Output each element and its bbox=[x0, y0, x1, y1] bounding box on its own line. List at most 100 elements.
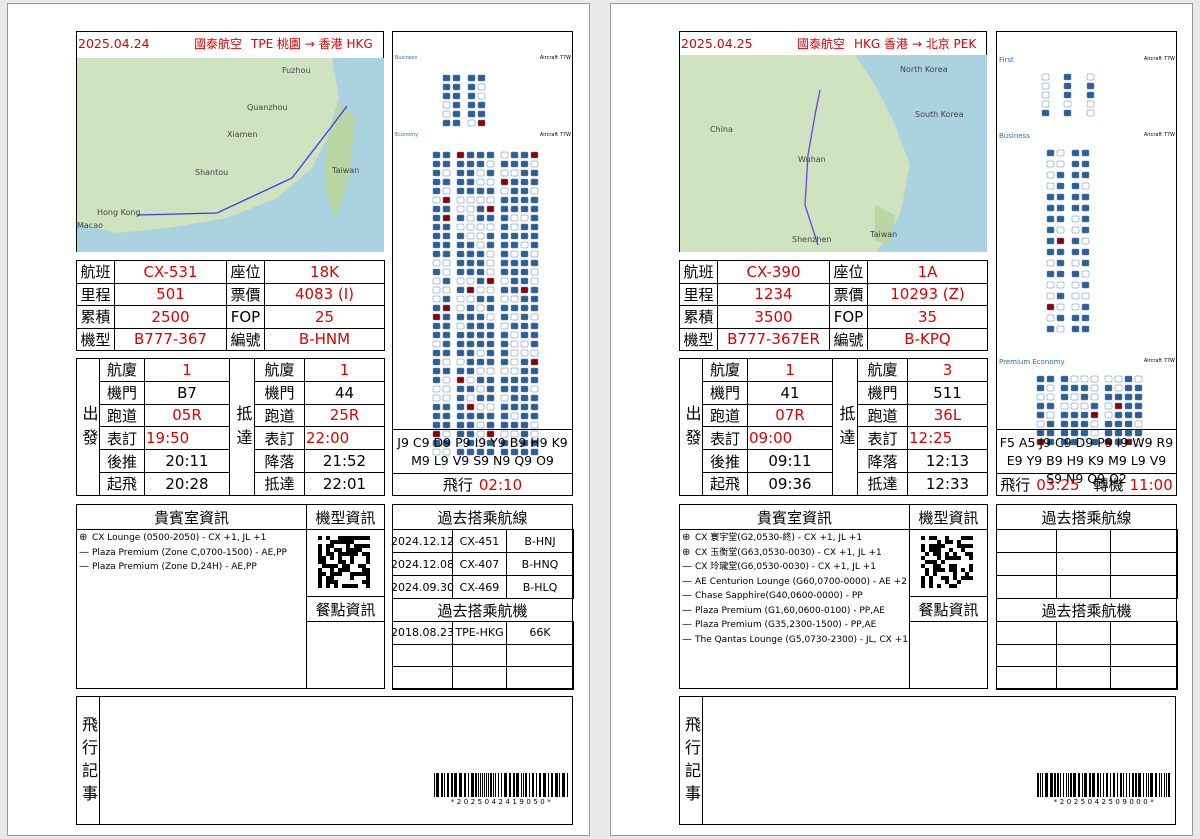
qr-module bbox=[338, 552, 342, 556]
seat bbox=[1104, 438, 1113, 446]
seat bbox=[456, 331, 465, 339]
qr-module bbox=[929, 584, 933, 588]
seat bbox=[1046, 226, 1055, 234]
map-label: Taiwan bbox=[870, 230, 898, 239]
seat bbox=[500, 277, 509, 285]
bar bbox=[484, 773, 485, 797]
seat bbox=[442, 385, 451, 393]
seat bbox=[1080, 384, 1089, 392]
seat bbox=[486, 439, 495, 447]
bar bbox=[1106, 773, 1108, 797]
arrival-row-label: 抵達 bbox=[857, 472, 908, 496]
flight-value: 4083 (I) bbox=[264, 282, 385, 306]
seat bbox=[466, 322, 475, 330]
past-aircraft-title: 過去搭乘航機 bbox=[392, 598, 573, 622]
departure-row-label: 表訂 bbox=[99, 426, 145, 451]
lounge-item: Plaza Premium (G1,60,0600-0100) - PP,AE bbox=[695, 605, 885, 616]
bar bbox=[1146, 773, 1147, 797]
qr-module bbox=[326, 536, 330, 540]
seat bbox=[520, 196, 529, 204]
qr-module bbox=[945, 552, 949, 556]
seat bbox=[486, 331, 495, 339]
qr-module bbox=[929, 580, 933, 584]
seat bbox=[1046, 438, 1055, 446]
flight-label: FOP bbox=[829, 305, 868, 329]
seat bbox=[500, 286, 509, 294]
qr-module bbox=[346, 536, 350, 540]
qr-module bbox=[346, 568, 350, 572]
seat bbox=[456, 268, 465, 276]
seat bbox=[486, 214, 495, 222]
seat bbox=[1080, 438, 1089, 446]
qr-module bbox=[366, 536, 370, 540]
seat bbox=[1070, 393, 1079, 401]
bar bbox=[516, 773, 519, 797]
qr-module bbox=[366, 580, 370, 584]
arrival-row-value: 1 bbox=[304, 358, 385, 382]
bar bbox=[488, 773, 489, 797]
seat bbox=[530, 313, 539, 321]
seat bbox=[500, 448, 509, 456]
bar bbox=[434, 773, 435, 797]
bar bbox=[1166, 773, 1167, 797]
qr-module bbox=[949, 584, 953, 588]
qr-module bbox=[342, 568, 346, 572]
lounge-marker: ⊕ bbox=[682, 532, 691, 543]
seat bbox=[1081, 182, 1090, 190]
seat bbox=[500, 439, 509, 447]
seat bbox=[432, 187, 441, 195]
bar bbox=[1092, 773, 1095, 797]
seat bbox=[456, 160, 465, 168]
qr-module bbox=[921, 564, 925, 568]
qr-module bbox=[318, 576, 322, 580]
arrival-row-value: 12:13 bbox=[907, 449, 988, 473]
seat bbox=[500, 367, 509, 375]
qr-module bbox=[354, 572, 358, 576]
lounge-item: AE Centurion Lounge (G60,0700-0000) - AE… bbox=[695, 576, 907, 587]
seat bbox=[500, 169, 509, 177]
qr-module bbox=[326, 576, 330, 580]
departure-row-value: B7 bbox=[144, 380, 230, 405]
seat bbox=[432, 394, 441, 402]
seat bbox=[1134, 393, 1143, 401]
departure-block: 出發 航廈 1 機門 41 跑道 07R 表訂 09:00 後推 09:11 起飛 09:36 bbox=[679, 358, 833, 496]
seat bbox=[510, 430, 519, 438]
qr-module bbox=[969, 544, 973, 548]
lounge-item: CX 寰宇堂(G2,0530-終) - CX +1, JL +1 bbox=[695, 533, 863, 543]
seat bbox=[1046, 248, 1055, 256]
bar bbox=[1129, 773, 1130, 797]
seat bbox=[1134, 438, 1143, 446]
seat bbox=[1046, 193, 1055, 201]
qr-module bbox=[318, 568, 322, 572]
qr-module bbox=[346, 544, 350, 548]
history-box: 過去搭乘航線 過去搭乘航機 bbox=[996, 504, 1178, 691]
qr-module bbox=[366, 556, 370, 560]
seat bbox=[486, 160, 495, 168]
past-route-cell bbox=[1110, 552, 1178, 576]
departure-label: 出發 bbox=[682, 405, 702, 453]
seat bbox=[432, 340, 441, 348]
bar bbox=[536, 773, 537, 797]
departure-row-value: 41 bbox=[747, 380, 833, 405]
seat bbox=[1041, 100, 1050, 108]
seat bbox=[456, 241, 465, 249]
seat-section-name: First bbox=[999, 56, 1014, 64]
seat bbox=[1046, 171, 1055, 179]
seat bbox=[466, 430, 475, 438]
seat bbox=[486, 394, 495, 402]
lounge-item: CX Lounge (0500-2050) - CX +1, JL +1 bbox=[92, 533, 267, 543]
seat bbox=[442, 232, 451, 240]
past-route-cell: 2024.12.08 bbox=[391, 552, 454, 576]
seat bbox=[442, 205, 451, 213]
seat bbox=[1104, 393, 1113, 401]
qr-module bbox=[362, 564, 366, 568]
bar bbox=[1168, 773, 1170, 797]
seat-section-name: Premium Economy bbox=[999, 358, 1065, 366]
seat bbox=[1036, 393, 1045, 401]
seat bbox=[1114, 411, 1123, 419]
seat bbox=[500, 187, 509, 195]
seat bbox=[500, 385, 509, 393]
seat bbox=[1041, 91, 1050, 99]
seat bbox=[530, 412, 539, 420]
seat bbox=[510, 439, 519, 447]
